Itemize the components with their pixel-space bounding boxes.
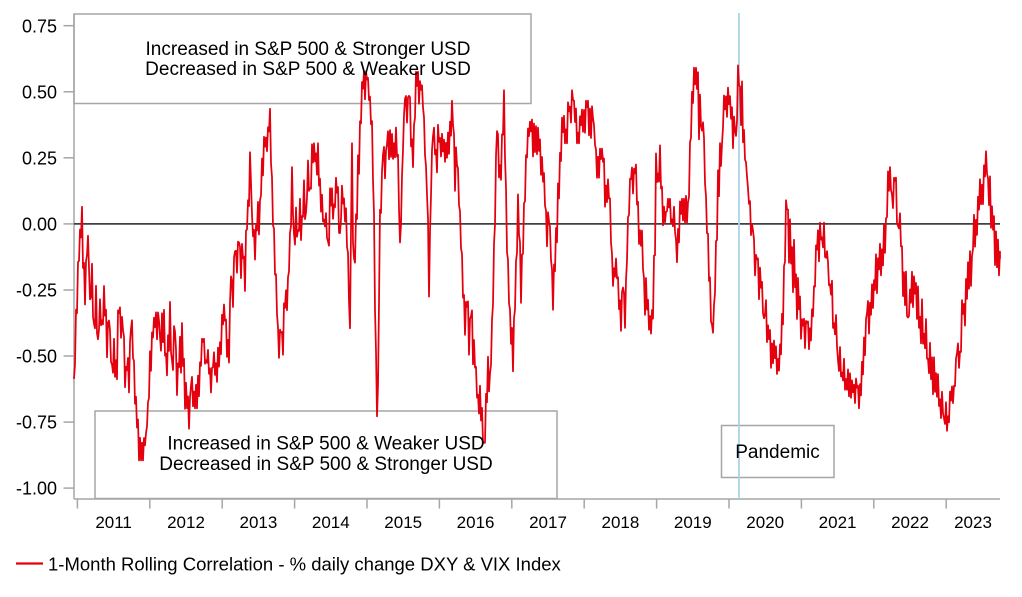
svg-text:2017: 2017 [529,513,567,532]
svg-text:2020: 2020 [746,513,784,532]
svg-text:1-Month Rolling Correlation -: 1-Month Rolling Correlation - % daily ch… [48,554,562,575]
svg-text:Pandemic: Pandemic [735,442,820,463]
svg-text:0.50: 0.50 [22,82,57,102]
svg-text:2021: 2021 [819,513,857,532]
svg-text:Increased in S&P 500 & Weaker: Increased in S&P 500 & Weaker USD [167,434,484,455]
svg-text:0.25: 0.25 [22,148,57,168]
svg-text:0.75: 0.75 [22,16,57,36]
svg-text:2013: 2013 [239,513,277,532]
svg-text:2023: 2023 [954,513,992,532]
svg-text:2012: 2012 [167,513,205,532]
svg-text:-0.50: -0.50 [16,347,57,367]
svg-text:Increased in S&P 500 & Stronge: Increased in S&P 500 & Stronger USD [146,39,471,60]
svg-text:0.00: 0.00 [22,215,57,235]
svg-text:2019: 2019 [674,513,712,532]
svg-text:2014: 2014 [312,513,350,532]
svg-text:2015: 2015 [384,513,422,532]
svg-text:Decreased in S&P 500 & Weaker: Decreased in S&P 500 & Weaker USD [145,59,471,80]
svg-text:2022: 2022 [891,513,929,532]
svg-text:-0.75: -0.75 [16,413,57,433]
svg-text:Decreased in S&P 500 & Stronge: Decreased in S&P 500 & Stronger USD [159,454,492,475]
svg-text:-1.00: -1.00 [16,479,57,499]
svg-text:2018: 2018 [601,513,639,532]
svg-text:2011: 2011 [95,513,132,532]
svg-text:-0.25: -0.25 [16,281,57,301]
svg-text:2016: 2016 [457,513,495,532]
